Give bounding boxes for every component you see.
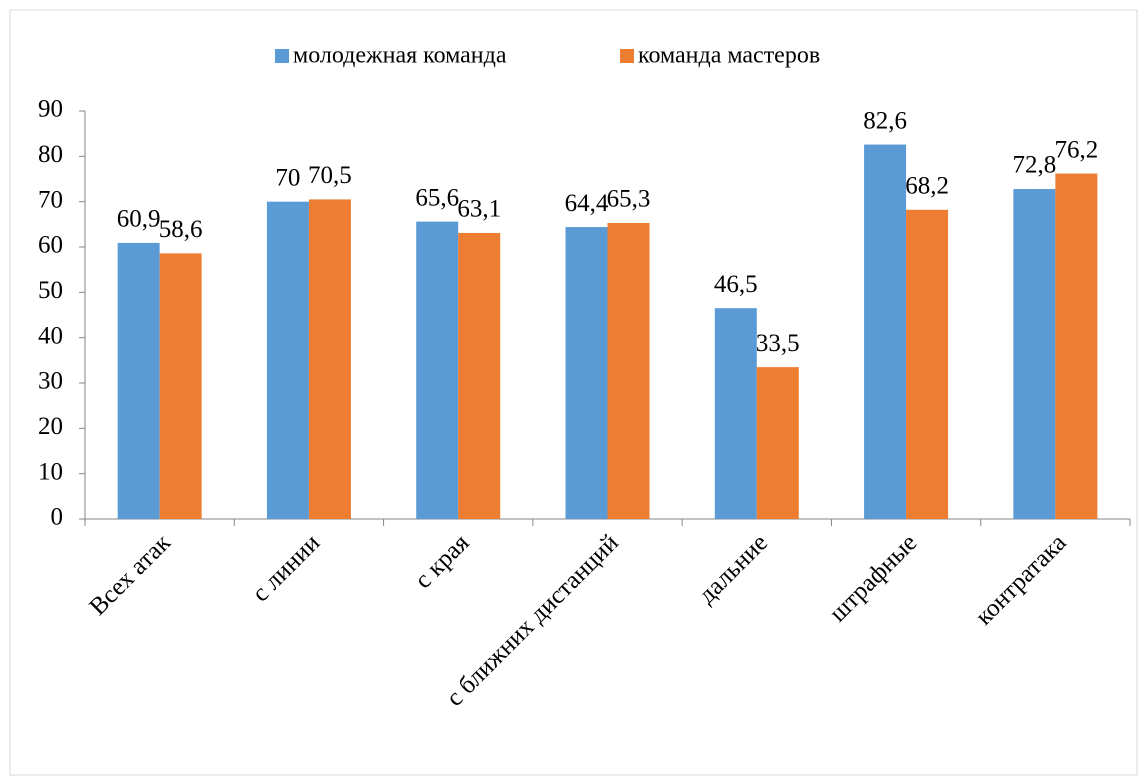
data-label: 70	[275, 164, 300, 191]
y-tick-label: 10	[38, 458, 63, 485]
y-tick-label: 90	[38, 96, 63, 123]
legend-label: команда мастеров	[638, 43, 820, 69]
data-label: 65,3	[607, 186, 651, 213]
bar	[458, 232, 501, 520]
bar	[1013, 188, 1056, 519]
bar	[1055, 173, 1098, 519]
data-label: 46,5	[714, 271, 758, 298]
bar	[906, 209, 949, 519]
data-label: 72,8	[1012, 152, 1056, 179]
y-tick-label: 80	[38, 141, 63, 168]
legend-label: молодежная команда	[293, 43, 507, 69]
y-tick-label: 30	[38, 368, 63, 395]
bar	[864, 144, 907, 519]
data-label: 63,1	[457, 196, 501, 223]
bar	[159, 253, 202, 519]
y-tick-label: 70	[38, 186, 63, 213]
legend-swatch	[275, 49, 289, 63]
y-tick-label: 40	[38, 322, 63, 349]
data-label: 76,2	[1054, 136, 1098, 163]
data-label: 68,2	[905, 173, 949, 200]
y-tick-label: 60	[38, 232, 63, 259]
y-tick-label: 0	[51, 504, 64, 531]
data-label: 64,4	[565, 190, 609, 217]
bar	[607, 222, 650, 519]
legend-swatch	[620, 49, 634, 63]
data-label: 82,6	[863, 107, 907, 134]
bar	[266, 201, 309, 519]
y-tick-label: 50	[38, 277, 63, 304]
data-label: 33,5	[756, 330, 800, 357]
data-label: 58,6	[159, 216, 203, 243]
bar	[308, 199, 351, 519]
bar	[714, 308, 757, 519]
bar	[565, 227, 608, 519]
bar	[416, 221, 459, 519]
data-label: 65,6	[415, 184, 459, 211]
bar	[756, 367, 799, 519]
data-label: 60,9	[117, 206, 161, 233]
data-label: 70,5	[308, 162, 352, 189]
bar	[117, 242, 160, 520]
y-tick-label: 20	[38, 413, 63, 440]
